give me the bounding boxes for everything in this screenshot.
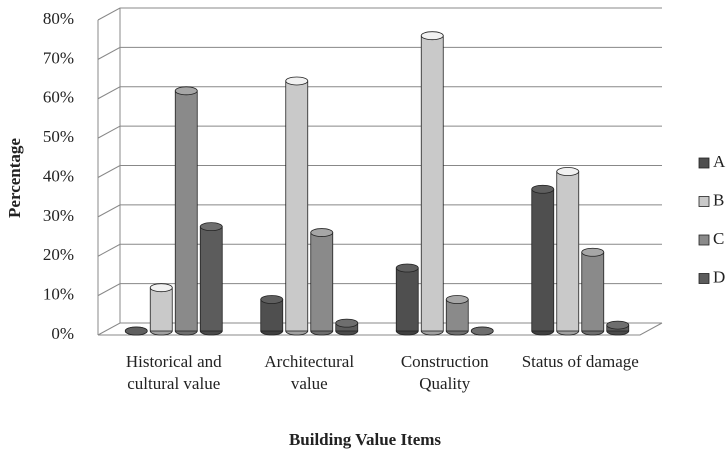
bar-body	[445, 299, 469, 332]
bar	[470, 326, 494, 336]
legend-label: A	[713, 152, 726, 171]
bar-top	[445, 295, 469, 304]
floor	[98, 322, 663, 336]
bar-top	[124, 326, 148, 336]
bar	[556, 167, 580, 336]
bar-top	[556, 167, 580, 176]
legend-label: B	[713, 190, 724, 209]
bar-top	[606, 320, 630, 330]
bar-body	[199, 226, 223, 332]
bar	[581, 247, 605, 336]
bar-top	[285, 76, 309, 86]
x-tick-label: Status of damage	[521, 352, 639, 371]
y-tick-label: 30%	[43, 206, 74, 225]
x-tick-label: Architectural value	[264, 352, 355, 393]
bar	[199, 222, 223, 336]
grid-line	[97, 165, 662, 178]
bar-body	[420, 35, 444, 332]
bar	[174, 86, 198, 336]
y-tick-label: 0%	[51, 324, 74, 343]
y-tick-label: 80%	[43, 9, 74, 28]
bar	[606, 320, 630, 336]
bar	[310, 228, 334, 336]
legend-swatch	[698, 196, 710, 207]
x-tick-label: Historical and cultural value	[125, 352, 222, 393]
y-tick-label: 70%	[43, 48, 74, 67]
y-tick-label: 50%	[43, 127, 74, 146]
grid-line	[97, 283, 662, 297]
bar-top	[310, 228, 334, 237]
grid-line	[97, 7, 662, 21]
grid-line	[97, 86, 662, 100]
bar-body	[581, 251, 605, 332]
x-tick-label: Construction Quality	[400, 352, 489, 393]
y-axis-title: Percentage	[5, 138, 24, 218]
legend-swatch	[698, 273, 710, 284]
bar-body	[174, 90, 198, 332]
bar	[335, 318, 359, 336]
bar	[531, 184, 555, 336]
bar-body	[395, 267, 419, 332]
grid-line	[97, 125, 662, 139]
bar-body	[556, 171, 580, 332]
legend-swatch	[698, 234, 710, 246]
grid-line	[97, 322, 662, 336]
x-axis-title: Building Value Items	[289, 430, 441, 449]
legend-swatch	[698, 157, 710, 169]
y-tick-label: 20%	[43, 245, 74, 264]
bar-top	[581, 247, 605, 257]
bar-top	[395, 263, 419, 273]
bar	[260, 295, 284, 336]
bar-body	[285, 80, 309, 332]
bar-top	[420, 31, 444, 41]
bar-top	[470, 326, 494, 336]
bar-body	[260, 299, 284, 332]
bar	[285, 76, 309, 336]
bar-top	[174, 86, 198, 96]
legend-label: C	[713, 229, 724, 248]
y-tick-label: 10%	[43, 285, 74, 304]
bar	[395, 263, 419, 336]
bar	[445, 295, 469, 336]
bar-top	[335, 318, 359, 328]
bar-body	[531, 188, 555, 332]
bar-body	[310, 232, 334, 332]
bar-top	[149, 283, 173, 293]
bar	[420, 31, 444, 336]
bar	[149, 283, 173, 336]
y-tick-label: 60%	[43, 88, 74, 107]
grid-line	[97, 243, 662, 257]
bar-top	[531, 184, 555, 194]
bar-body	[149, 287, 173, 332]
grid-line	[97, 204, 662, 218]
bar-top	[260, 295, 284, 304]
legend-label: D	[713, 267, 725, 286]
bar-top	[199, 222, 223, 232]
y-tick-label: 40%	[43, 166, 74, 185]
grid-line	[97, 46, 662, 60]
bar	[124, 326, 148, 336]
